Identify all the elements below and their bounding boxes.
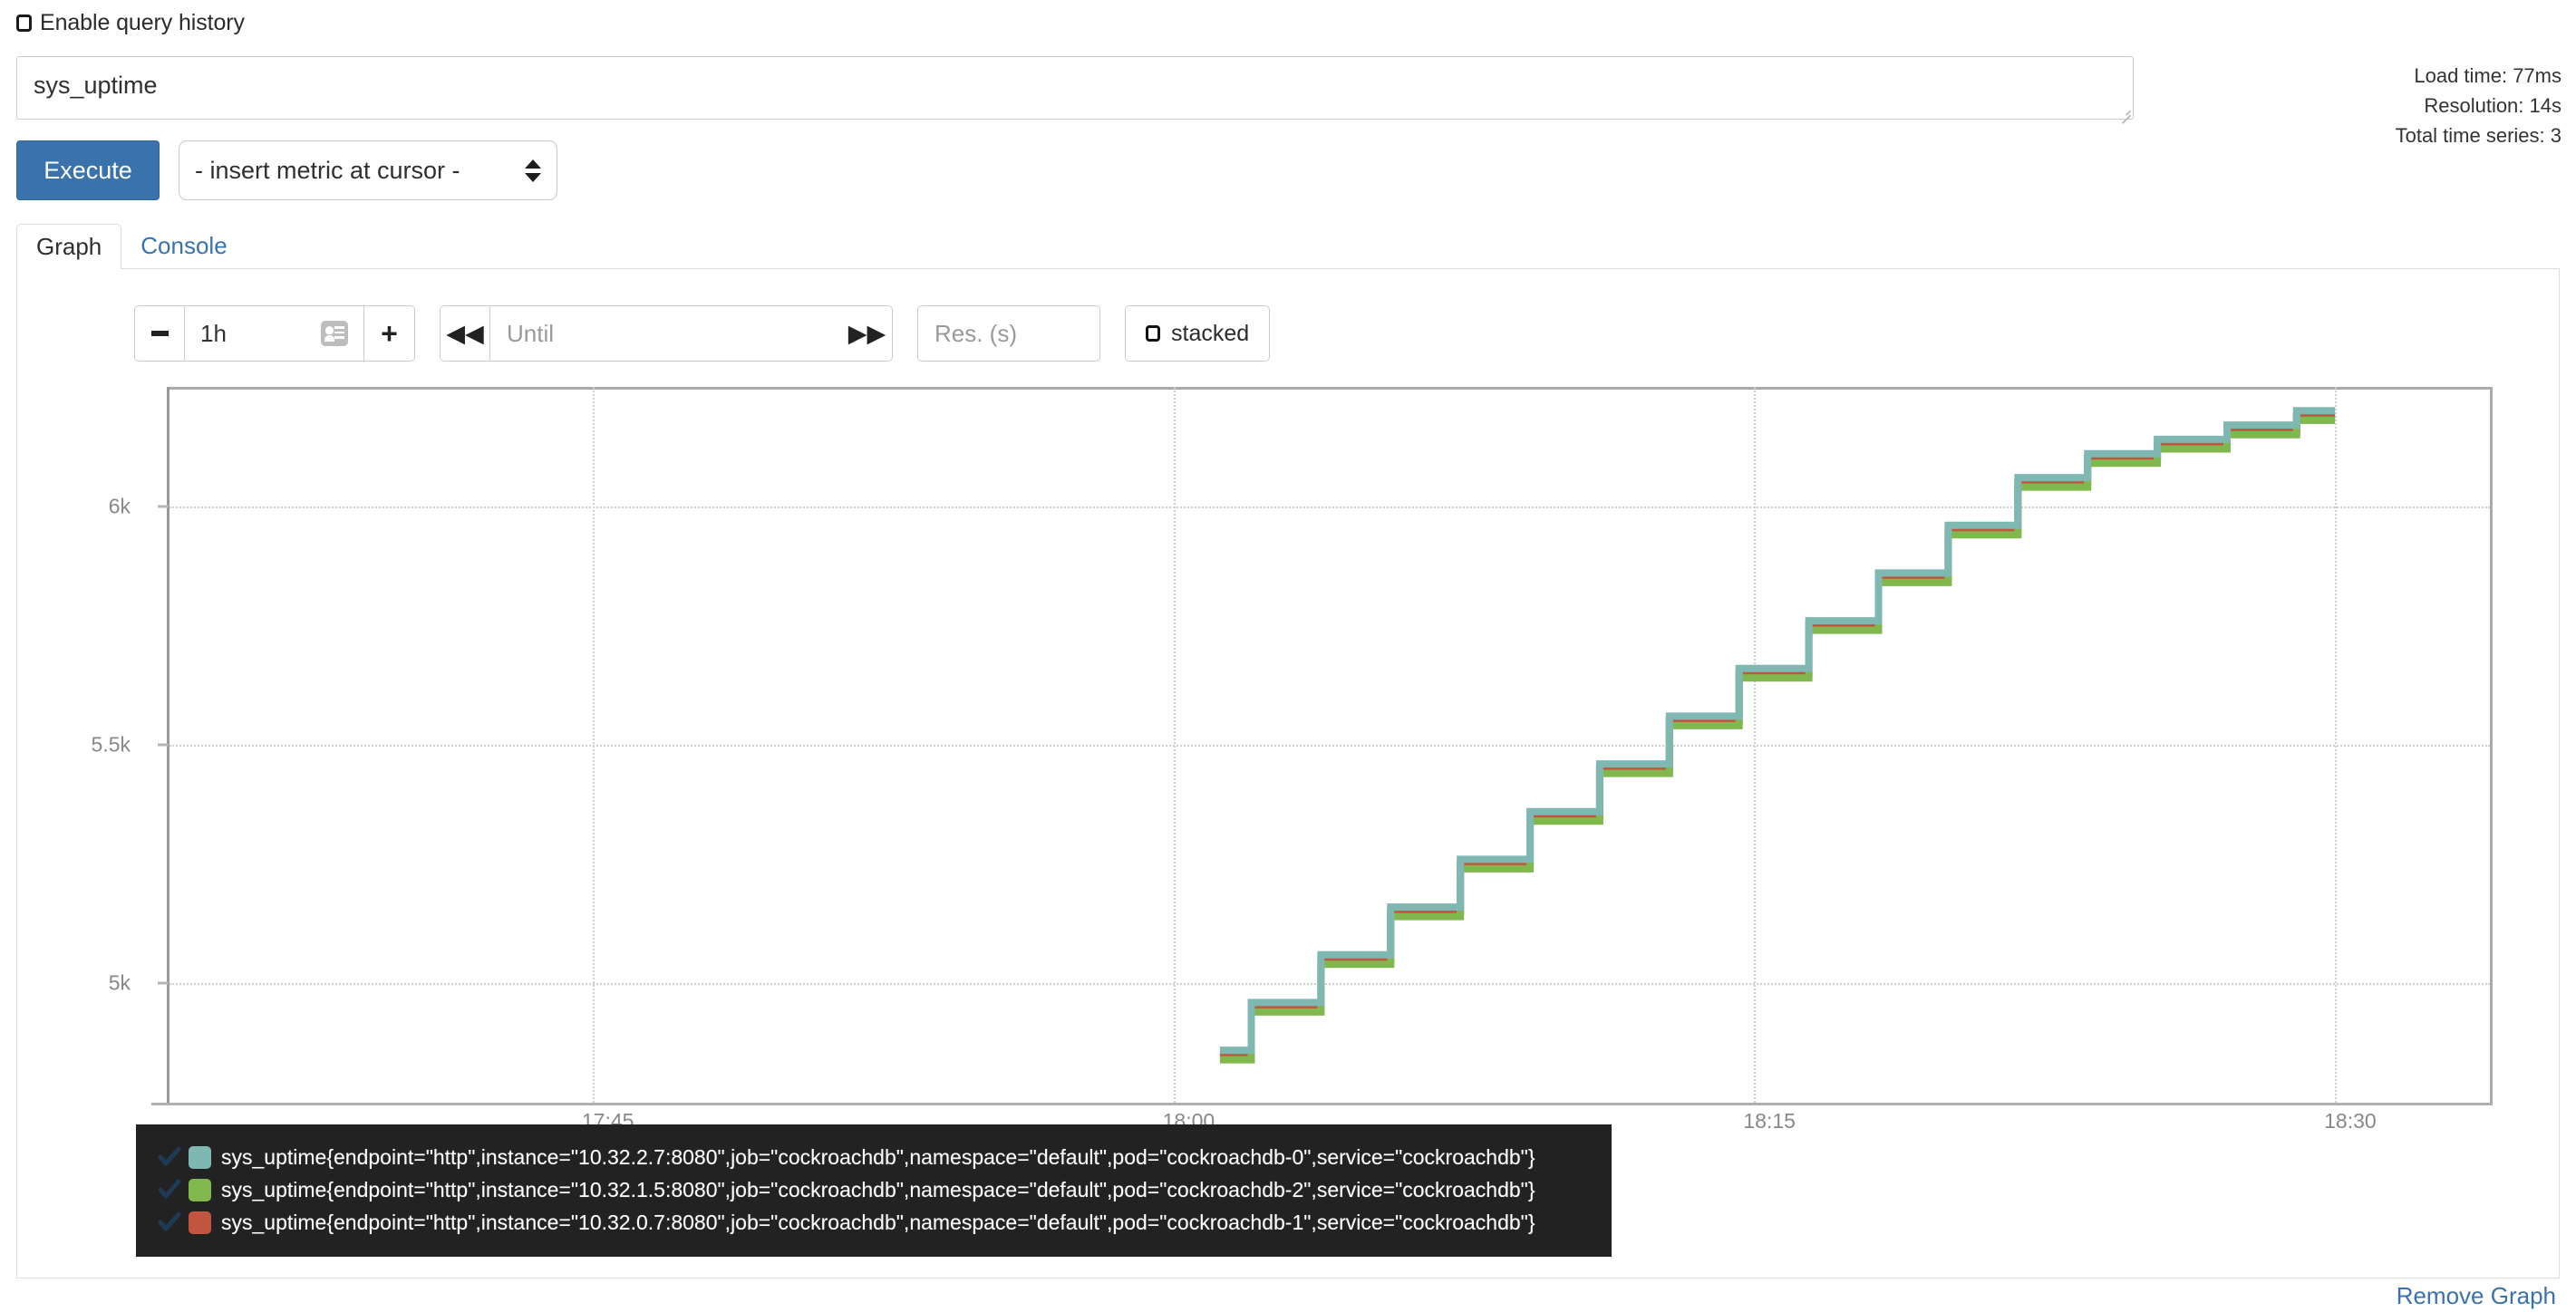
- chart-legend: sys_uptime{endpoint="http",instance="10.…: [136, 1124, 1612, 1257]
- until-input[interactable]: [490, 305, 842, 362]
- x-axis-line: [151, 1103, 2493, 1105]
- plot-region: [151, 387, 2493, 1105]
- total-series-stat: Total time series: 3: [2395, 124, 2561, 147]
- y-gridline: [169, 506, 2490, 508]
- range-value: 1h: [200, 319, 227, 347]
- enable-query-history-row[interactable]: Enable query history: [16, 12, 245, 34]
- load-time-stat: Load time: 77ms: [2414, 64, 2561, 87]
- graph-panel: 1h + ◀◀ ▶▶ stacked: [16, 269, 2560, 1278]
- query-stats: Load time: 77ms Resolution: 14s Total ti…: [2396, 61, 2561, 150]
- x-tick-label: 18:15: [1743, 1109, 1796, 1133]
- range-decrease-button[interactable]: [134, 305, 185, 362]
- resolution-stat: Resolution: 14s: [2424, 94, 2561, 117]
- check-icon[interactable]: [156, 1209, 183, 1236]
- check-icon[interactable]: [156, 1176, 183, 1203]
- execute-button[interactable]: Execute: [16, 140, 160, 200]
- legend-series-label: sys_uptime{endpoint="http",instance="10.…: [221, 1144, 1535, 1169]
- chevron-updown-icon: [525, 159, 541, 182]
- x-gridline: [1173, 387, 1176, 1103]
- y-tick-label: 5k: [108, 970, 131, 995]
- tab-graph[interactable]: Graph: [16, 223, 122, 270]
- x-gridline: [1754, 387, 1757, 1103]
- metric-select[interactable]: - insert metric at cursor -: [179, 140, 557, 200]
- remove-graph-link[interactable]: Remove Graph: [2396, 1282, 2556, 1309]
- until-control-group: ◀◀ ▶▶: [440, 305, 893, 362]
- metric-select-value: - insert metric at cursor -: [195, 156, 460, 184]
- enable-query-history-checkbox[interactable]: [16, 14, 32, 32]
- range-increase-button[interactable]: +: [364, 305, 415, 362]
- graph-controls: 1h + ◀◀ ▶▶ stacked: [134, 305, 1271, 362]
- expression-input-wrapper: [16, 56, 2134, 124]
- stacked-toggle[interactable]: stacked: [1125, 305, 1271, 362]
- legend-series-label: sys_uptime{endpoint="http",instance="10.…: [221, 1177, 1535, 1201]
- range-input[interactable]: 1h: [185, 305, 364, 362]
- expression-input[interactable]: [16, 56, 2134, 120]
- x-tick-label: 18:30: [2324, 1109, 2377, 1133]
- range-control-group: 1h +: [134, 305, 415, 362]
- legend-color-swatch: [189, 1145, 211, 1169]
- tab-console[interactable]: Console: [140, 232, 228, 259]
- execute-row: Execute - insert metric at cursor -: [16, 140, 557, 200]
- y-gridline: [169, 745, 2490, 747]
- y-tick-mark: [158, 505, 169, 508]
- legend-item[interactable]: sys_uptime{endpoint="http",instance="10.…: [136, 1206, 1612, 1239]
- y-tick-label: 6k: [108, 494, 131, 518]
- y-tick-mark: [158, 981, 169, 985]
- legend-series-label: sys_uptime{endpoint="http",instance="10.…: [221, 1210, 1535, 1234]
- series-layer: [1219, 407, 2336, 1064]
- stacked-checkbox[interactable]: [1146, 325, 1160, 342]
- legend-color-swatch: [189, 1178, 211, 1201]
- stacked-label: stacked: [1171, 320, 1250, 346]
- y-gridline: [169, 983, 2490, 986]
- enable-query-history-label: Enable query history: [40, 10, 245, 35]
- tab-bar: Graph Console: [16, 220, 2560, 270]
- series-line: [1219, 416, 2336, 1064]
- plot-top-border: [167, 387, 2493, 390]
- check-icon[interactable]: [156, 1143, 183, 1171]
- legend-item[interactable]: sys_uptime{endpoint="http",instance="10.…: [136, 1173, 1612, 1206]
- legend-item[interactable]: sys_uptime{endpoint="http",instance="10.…: [136, 1141, 1612, 1173]
- minus-icon: [150, 331, 169, 336]
- y-tick-mark: [158, 743, 169, 747]
- resolution-input[interactable]: [917, 305, 1100, 362]
- series-line: [1219, 407, 2336, 1055]
- chart-area: 5k 5.5k 6k 17:45 18:00 18:15 18:30: [92, 387, 2493, 1133]
- x-gridline: [592, 387, 595, 1103]
- legend-color-swatch: [189, 1211, 211, 1234]
- nav-backward-icon[interactable]: ◀◀: [440, 305, 490, 362]
- nav-forward-icon[interactable]: ▶▶: [842, 305, 893, 362]
- plus-icon: +: [381, 317, 398, 350]
- plot-right-border: [2490, 387, 2493, 1103]
- calendar-icon[interactable]: [321, 321, 348, 346]
- x-gridline: [2335, 387, 2338, 1103]
- y-tick-label: 5.5k: [91, 732, 131, 757]
